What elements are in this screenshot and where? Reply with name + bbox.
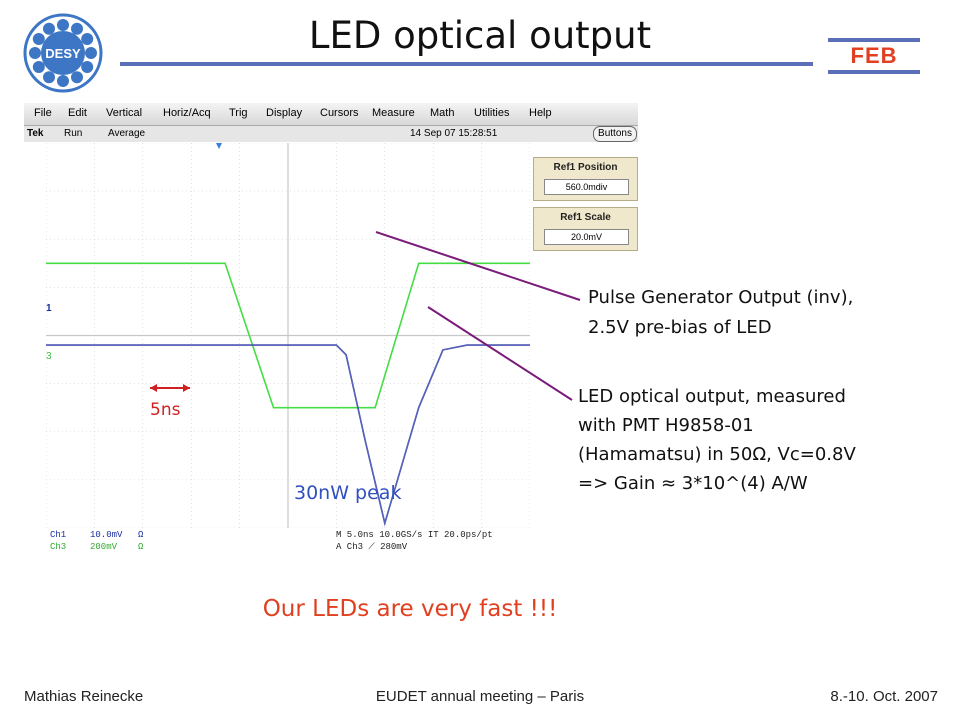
run-status: Run: [64, 128, 83, 139]
menu-help[interactable]: Help: [529, 107, 552, 119]
menu-math[interactable]: Math: [430, 107, 455, 119]
logo-petal: [32, 61, 45, 73]
logo-petal: [81, 33, 94, 45]
logo-petal: [43, 22, 55, 35]
pulse-annotation-line2: 2.5V pre-bias of LED: [588, 317, 772, 338]
menu-vertical[interactable]: Vertical: [106, 107, 143, 119]
ch1-name: Ch1: [50, 530, 67, 540]
footer-author: Mathias Reinecke: [24, 688, 144, 705]
menu-horiz-acq[interactable]: Horiz/Acq: [163, 107, 211, 119]
buttons-button[interactable]: Buttons: [593, 126, 637, 142]
ch3-scale: 200mV: [90, 542, 118, 552]
led-annotation-line2: with PMT H9858-01: [578, 415, 754, 436]
feb-rule-bottom: [828, 70, 920, 74]
logo-petal: [32, 33, 45, 45]
pulse-width-label: 5ns: [150, 400, 181, 420]
ref1-position-label: Ref1 Position: [553, 162, 618, 173]
pulse-annotation: Pulse Generator Output (inv), 2.5V pre-b…: [588, 283, 853, 343]
ref1-scale-label: Ref1 Scale: [560, 212, 611, 223]
desy-logo: DESY: [23, 13, 103, 93]
pulse-annotation-line1: Pulse Generator Output (inv),: [588, 287, 854, 308]
logo-petal: [81, 61, 94, 73]
slide-title: LED optical output: [308, 14, 652, 57]
peak-power-label: 30nW peak: [294, 482, 402, 504]
logo-petal: [43, 71, 55, 84]
ch1-marker: 1: [46, 303, 52, 314]
menu-trig[interactable]: Trig: [229, 107, 248, 119]
acq-mode: Average: [108, 128, 146, 139]
waveform-plot: 1 3: [46, 143, 530, 528]
menu-file[interactable]: File: [34, 107, 52, 119]
headline: Our LEDs are very fast !!!: [262, 596, 558, 622]
ch3-name: Ch3: [50, 542, 67, 552]
ch3-marker: 3: [46, 351, 52, 362]
ref1-scale-box[interactable]: Ref1 Scale 20.0mV: [533, 207, 638, 251]
menu-edit[interactable]: Edit: [68, 107, 87, 119]
logo-petal: [57, 19, 69, 31]
feb-rule-top: [828, 38, 920, 42]
ch3-coupling: Ω: [138, 542, 144, 552]
timebase-readout: M 5.0ns 10.0GS/s IT 20.0ps/pt: [336, 530, 493, 540]
scope-readout: Ch1 10.0mV Ω Ch3 200mV Ω M 5.0ns 10.0GS/…: [46, 528, 530, 558]
logo-petal: [57, 75, 69, 87]
led-annotation-line1: LED optical output, measured: [578, 386, 846, 407]
ref1-scale-value[interactable]: 20.0mV: [544, 229, 629, 245]
led-annotation: LED optical output, measured with PMT H9…: [578, 382, 856, 498]
footer-event: EUDET annual meeting – Paris: [375, 688, 585, 705]
title-rule: [120, 62, 813, 66]
ch1-scale: 10.0mV: [90, 530, 123, 540]
trigger-readout: A Ch3 ⟋ 280mV: [336, 542, 408, 552]
footer-date: 8.-10. Oct. 2007: [830, 688, 938, 705]
logo-petal: [85, 47, 97, 59]
led-annotation-line4: => Gain ≈ 3*10^(4) A/W: [578, 473, 808, 494]
logo-petal: [71, 22, 83, 35]
menu-measure[interactable]: Measure: [372, 107, 415, 119]
ref1-position-value[interactable]: 560.0mdiv: [544, 179, 629, 195]
menu-cursors[interactable]: Cursors: [320, 107, 359, 119]
scope-statusbar: Tek Run Average 14 Sep 07 15:28:51 Butto…: [24, 126, 638, 142]
ch1-coupling: Ω: [138, 530, 144, 540]
trigger-position-icon: [216, 143, 222, 149]
scope-menubar: File Edit Vertical Horiz/Acq Trig Displa…: [24, 103, 638, 126]
menu-utilities[interactable]: Utilities: [474, 107, 510, 119]
menu-display[interactable]: Display: [266, 107, 303, 119]
feb-tag: FEB: [850, 43, 898, 68]
led-annotation-line3: (Hamamatsu) in 50Ω, Vc=0.8V: [578, 444, 856, 465]
timestamp: 14 Sep 07 15:28:51: [410, 128, 498, 139]
brand-label: Tek: [27, 128, 44, 139]
ref1-position-box[interactable]: Ref1 Position 560.0mdiv: [533, 157, 638, 201]
logo-petal: [29, 47, 41, 59]
svg-text:DESY: DESY: [45, 46, 81, 61]
logo-petal: [71, 71, 83, 84]
